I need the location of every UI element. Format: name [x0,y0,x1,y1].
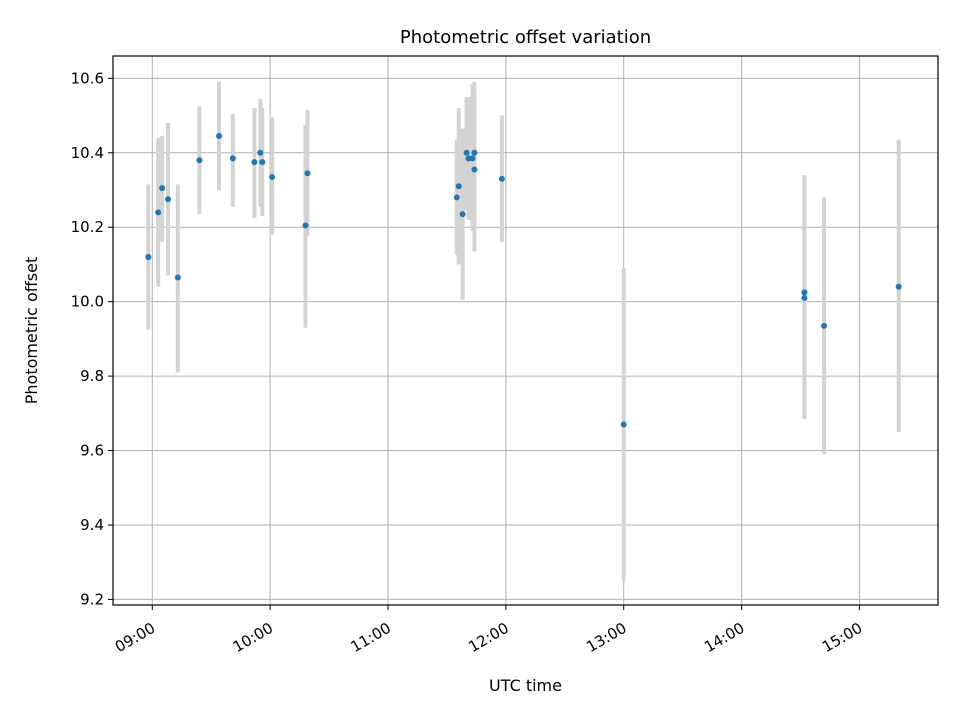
data-point [469,155,476,162]
y-tick-label: 9.8 [80,367,104,385]
y-tick-label: 10.4 [71,144,104,162]
x-tick-label: 13:00 [583,619,629,656]
data-point [165,196,171,203]
data-point [174,274,181,281]
data-point [895,283,902,290]
data-point [216,133,223,140]
data-point [304,170,311,177]
y-tick-label: 9.6 [80,442,104,460]
data-point [801,294,808,301]
data-point [159,185,166,192]
chart-title: Photometric offset variation [400,27,651,48]
x-axis-label: UTC time [489,676,562,695]
data-point [801,289,808,296]
data-points [145,133,902,428]
error-bars [146,82,901,581]
data-point [257,149,264,156]
x-tick-label: 10:00 [230,619,276,656]
x-tick-label: 12:00 [465,619,511,656]
data-point [459,211,466,218]
y-tick-label: 9.4 [80,516,104,534]
y-axis-label: Photometric offset [22,257,41,405]
grid-lines [113,56,938,605]
x-tick-label: 15:00 [819,619,865,656]
data-point [821,322,828,329]
data-point [229,155,236,162]
data-point [463,149,470,156]
data-point [620,421,627,428]
data-point [196,157,203,164]
data-point [498,175,505,182]
data-point [155,209,162,216]
data-point [453,194,460,201]
data-point [269,173,276,180]
data-point [251,159,258,166]
data-point [471,166,478,173]
data-point [259,159,266,166]
y-tick-label: 10.6 [71,69,104,87]
x-tick-label: 14:00 [701,619,747,656]
plot-area-frame [112,55,939,606]
y-tick-label: 10.0 [71,293,104,311]
x-tick-label: 11:00 [348,619,394,656]
data-point [302,222,309,229]
y-tick-label: 9.2 [80,590,104,608]
data-point [455,183,462,190]
x-tick-label: 09:00 [112,619,158,656]
data-point [471,149,478,156]
data-point [145,253,152,260]
y-tick-label: 10.2 [71,218,104,236]
